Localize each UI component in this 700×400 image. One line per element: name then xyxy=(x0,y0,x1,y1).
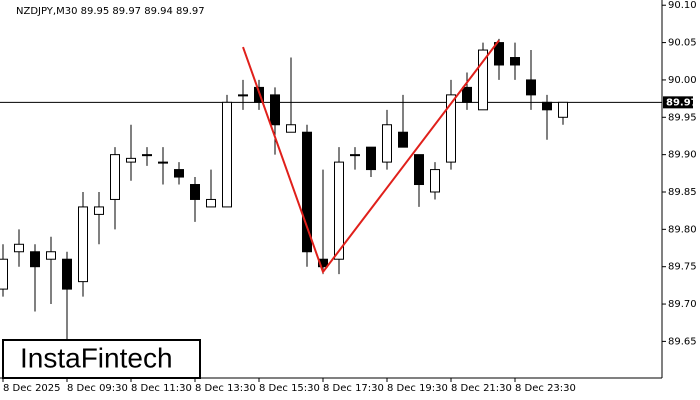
candle-body xyxy=(110,154,120,200)
y-tick-label: 89.70 xyxy=(668,299,697,310)
candle-body xyxy=(190,184,200,200)
y-tick-label: 90.05 xyxy=(668,38,697,49)
x-tick-label: 8 Dec 09:30 xyxy=(67,383,128,394)
x-tick-label: 8 Dec 13:30 xyxy=(195,383,256,394)
candle-body xyxy=(318,258,328,268)
candle-body xyxy=(78,206,88,283)
candle-body xyxy=(558,101,568,118)
y-tick-label: 89.95 xyxy=(668,112,697,123)
candle-body xyxy=(126,157,136,163)
candle-body xyxy=(238,94,248,97)
pattern-line xyxy=(242,39,500,274)
candle-body xyxy=(286,124,296,133)
candle-body xyxy=(350,154,360,157)
candle-body xyxy=(382,124,392,163)
candle-body xyxy=(30,251,40,268)
candle-body xyxy=(14,243,24,253)
x-tick-label: 8 Dec 21:30 xyxy=(451,383,512,394)
candle-body xyxy=(334,161,344,260)
y-tick-label: 90.00 xyxy=(668,75,697,86)
candle-body xyxy=(222,101,232,208)
candle-body xyxy=(446,94,456,163)
y-tick-label: 89.75 xyxy=(668,262,697,273)
last-price-label: 89.97 xyxy=(666,97,698,108)
candle-body xyxy=(478,49,488,111)
x-tick-label: 8 Dec 11:30 xyxy=(131,383,192,394)
y-tick-label: 89.65 xyxy=(668,336,697,347)
x-tick-label: 8 Dec 17:30 xyxy=(323,383,384,394)
y-tick-label: 89.90 xyxy=(668,150,697,161)
candle-body xyxy=(174,169,184,178)
x-tick-label: 8 Dec 2025 xyxy=(3,383,61,394)
chart-title: NZDJPY,M30 89.95 89.97 89.94 89.97 xyxy=(16,6,205,17)
watermark: InstaFintech xyxy=(20,342,173,373)
candle-body xyxy=(46,251,56,260)
candle-body xyxy=(510,57,520,66)
y-tick-label: 90.10 xyxy=(668,0,697,11)
candle-body xyxy=(302,131,312,253)
candle-body xyxy=(62,258,72,290)
candle-body xyxy=(270,94,280,126)
candle-body xyxy=(94,206,104,215)
candle-body xyxy=(366,146,376,171)
y-tick-label: 89.85 xyxy=(668,187,697,198)
candle-body xyxy=(462,86,472,103)
y-tick-label: 89.80 xyxy=(668,224,697,235)
x-tick-label: 8 Dec 19:30 xyxy=(387,383,448,394)
last-price-box xyxy=(663,96,693,109)
candle-body xyxy=(158,161,168,164)
candle-body xyxy=(142,154,152,157)
x-tick-label: 8 Dec 15:30 xyxy=(259,383,320,394)
candle-body xyxy=(526,79,536,96)
candle-body xyxy=(494,42,504,66)
candle-body xyxy=(206,198,216,208)
candle-body xyxy=(430,169,440,193)
candle-body xyxy=(398,131,408,148)
candle-body xyxy=(542,101,552,111)
candle-body xyxy=(414,154,424,186)
plot-area xyxy=(0,38,662,342)
candle-body xyxy=(0,258,8,290)
watermark-box xyxy=(2,339,201,379)
x-tick-label: 8 Dec 23:30 xyxy=(515,383,576,394)
